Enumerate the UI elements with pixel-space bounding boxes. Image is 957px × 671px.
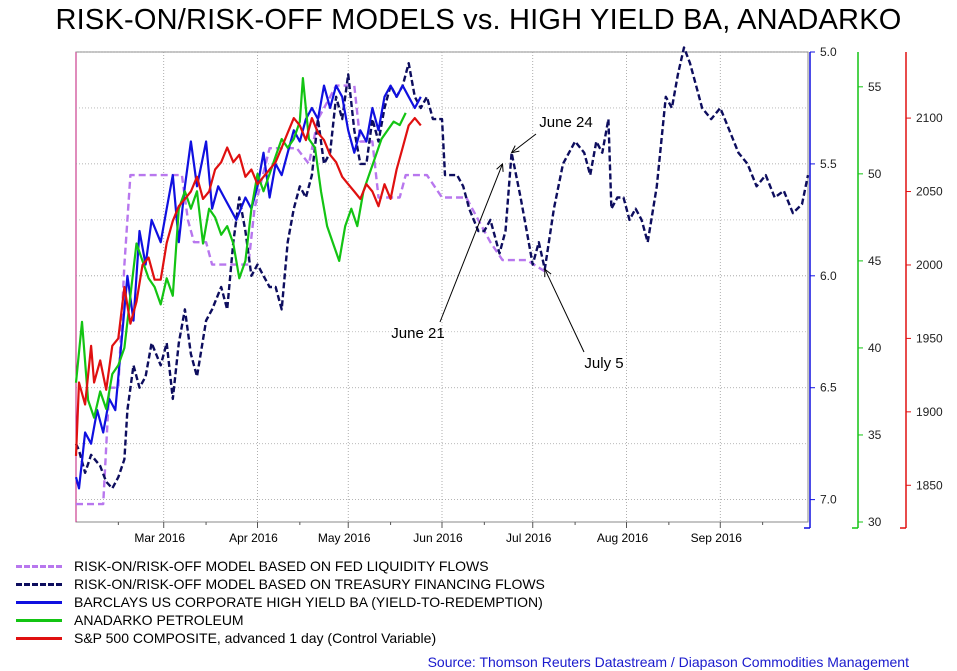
x-tick-label: May 2016 xyxy=(318,531,371,545)
sp500-axis-tick-label: 2050 xyxy=(916,185,943,199)
axes: Mar 2016 Apr 2016 May 2016 Jun 2016 Jul 2016… xyxy=(117,45,943,545)
legend-item: RISK-ON/RISK-OFF MODEL BASED ON TREASURY… xyxy=(16,575,545,593)
annotation-label: June 21 xyxy=(391,325,444,342)
yield-axis-tick-label: 6.0 xyxy=(820,269,837,283)
legend-label: RISK-ON/RISK-OFF MODEL BASED ON FED LIQU… xyxy=(74,558,489,574)
anadarko-axis-tick-label: 40 xyxy=(868,341,882,355)
annotation-label: July 5 xyxy=(584,355,623,372)
legend-swatch xyxy=(16,582,62,586)
x-tick-label: Jun 2016 xyxy=(413,531,463,545)
annotation-label: June 24 xyxy=(539,114,592,131)
series-line xyxy=(74,77,407,419)
sp500-axis-tick-label: 2100 xyxy=(916,111,943,125)
anadarko-axis-tick-label: 45 xyxy=(868,254,882,268)
x-tick-label: Jul 2016 xyxy=(506,531,552,545)
anadarko-axis-tick-label: 55 xyxy=(868,80,882,94)
legend-item: BARCLAYS US CORPORATE HIGH YIELD BA (YIE… xyxy=(16,593,545,611)
yield-axis-tick-label: 7.0 xyxy=(820,493,837,507)
x-tick-label: Mar 2016 xyxy=(134,531,185,545)
annotation-arrowhead xyxy=(510,145,520,154)
x-tick-label: Apr 2016 xyxy=(229,531,278,545)
annotation-arrow xyxy=(511,133,537,154)
legend-label: BARCLAYS US CORPORATE HIGH YIELD BA (YIE… xyxy=(74,594,543,610)
anadarko-axis-tick-label: 50 xyxy=(868,167,882,181)
annotations: June 24 June 21 July 5 xyxy=(391,114,623,372)
legend-item: S&P 500 COMPOSITE, advanced 1 day (Contr… xyxy=(16,629,545,647)
legend-label: ANADARKO PETROLEUM xyxy=(74,612,244,628)
sp500-axis-tick-label: 2000 xyxy=(916,258,943,272)
chart-title: RISK-ON/RISK-OFF MODELS vs. HIGH YIELD B… xyxy=(55,4,902,36)
series-line xyxy=(74,117,422,456)
annotation-arrowhead xyxy=(544,268,552,278)
legend-item: RISK-ON/RISK-OFF MODEL BASED ON FED LIQU… xyxy=(16,557,545,575)
series-line xyxy=(74,84,422,490)
x-tick-label: Aug 2016 xyxy=(597,531,649,545)
source-note: Source: Thomson Reuters Datastream / Dia… xyxy=(427,654,909,670)
legend-label: S&P 500 COMPOSITE, advanced 1 day (Contr… xyxy=(74,630,437,646)
legend-swatch xyxy=(16,636,62,640)
x-tick-label: Sep 2016 xyxy=(691,531,743,545)
sp500-axis-tick-label: 1950 xyxy=(916,331,943,345)
yield-axis-tick-label: 5.5 xyxy=(820,157,837,171)
legend: RISK-ON/RISK-OFF MODEL BASED ON FED LIQU… xyxy=(16,557,545,647)
sp500-axis-tick-label: 1900 xyxy=(916,405,943,419)
sp500-axis-tick-label: 1850 xyxy=(916,478,943,492)
legend-swatch xyxy=(16,600,62,604)
legend-swatch xyxy=(16,564,62,568)
anadarko-axis-tick-label: 30 xyxy=(868,515,882,529)
series-line xyxy=(74,46,810,490)
anadarko-axis-tick-label: 35 xyxy=(868,428,882,442)
yield-axis-tick-label: 5.0 xyxy=(820,45,837,59)
legend-swatch xyxy=(16,618,62,622)
series-line xyxy=(76,84,546,506)
annotation-arrow xyxy=(544,268,585,353)
annotation-arrowhead xyxy=(496,162,504,172)
legend-label: RISK-ON/RISK-OFF MODEL BASED ON TREASURY… xyxy=(74,576,545,592)
series-lines xyxy=(74,46,810,506)
gridlines xyxy=(75,51,809,523)
yield-axis-tick-label: 6.5 xyxy=(820,381,837,395)
legend-item: ANADARKO PETROLEUM xyxy=(16,611,545,629)
annotation-arrow xyxy=(439,163,503,323)
